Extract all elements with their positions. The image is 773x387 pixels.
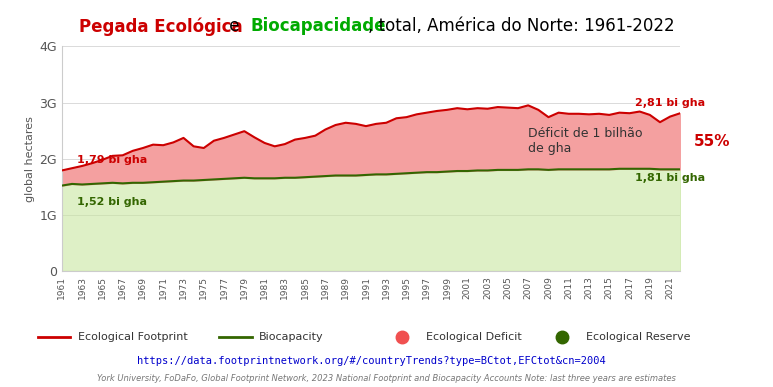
Text: Pegada Ecológica: Pegada Ecológica — [79, 17, 243, 36]
Text: Ecological Footprint: Ecological Footprint — [77, 332, 187, 342]
Text: , total, América do Norte: 1961-2022: , total, América do Norte: 1961-2022 — [369, 17, 675, 36]
Text: 1,81 bi gha: 1,81 bi gha — [635, 173, 705, 183]
Text: 2,81 bi gha: 2,81 bi gha — [635, 98, 705, 108]
Text: https://data.footprintnetwork.org/#/countryTrends?type=BCtot,EFCtot&cn=2004: https://data.footprintnetwork.org/#/coun… — [137, 356, 605, 366]
Text: York University, FoDaFo, Global Footprint Network, 2023 National Footprint and B: York University, FoDaFo, Global Footprin… — [97, 374, 676, 383]
Text: e: e — [223, 17, 244, 36]
Text: 1,79 bi gha: 1,79 bi gha — [77, 155, 148, 165]
Y-axis label: global hectares: global hectares — [26, 116, 36, 202]
Text: Ecological Deficit: Ecological Deficit — [427, 332, 523, 342]
Text: Déficit de 1 bilhão
de gha: Déficit de 1 bilhão de gha — [528, 127, 642, 155]
Text: 1,52 bi gha: 1,52 bi gha — [77, 197, 147, 207]
Text: 55%: 55% — [693, 134, 730, 149]
Text: Biocapacidade: Biocapacidade — [251, 17, 386, 36]
Text: Biocapacity: Biocapacity — [260, 332, 324, 342]
Text: Ecological Reserve: Ecological Reserve — [587, 332, 691, 342]
